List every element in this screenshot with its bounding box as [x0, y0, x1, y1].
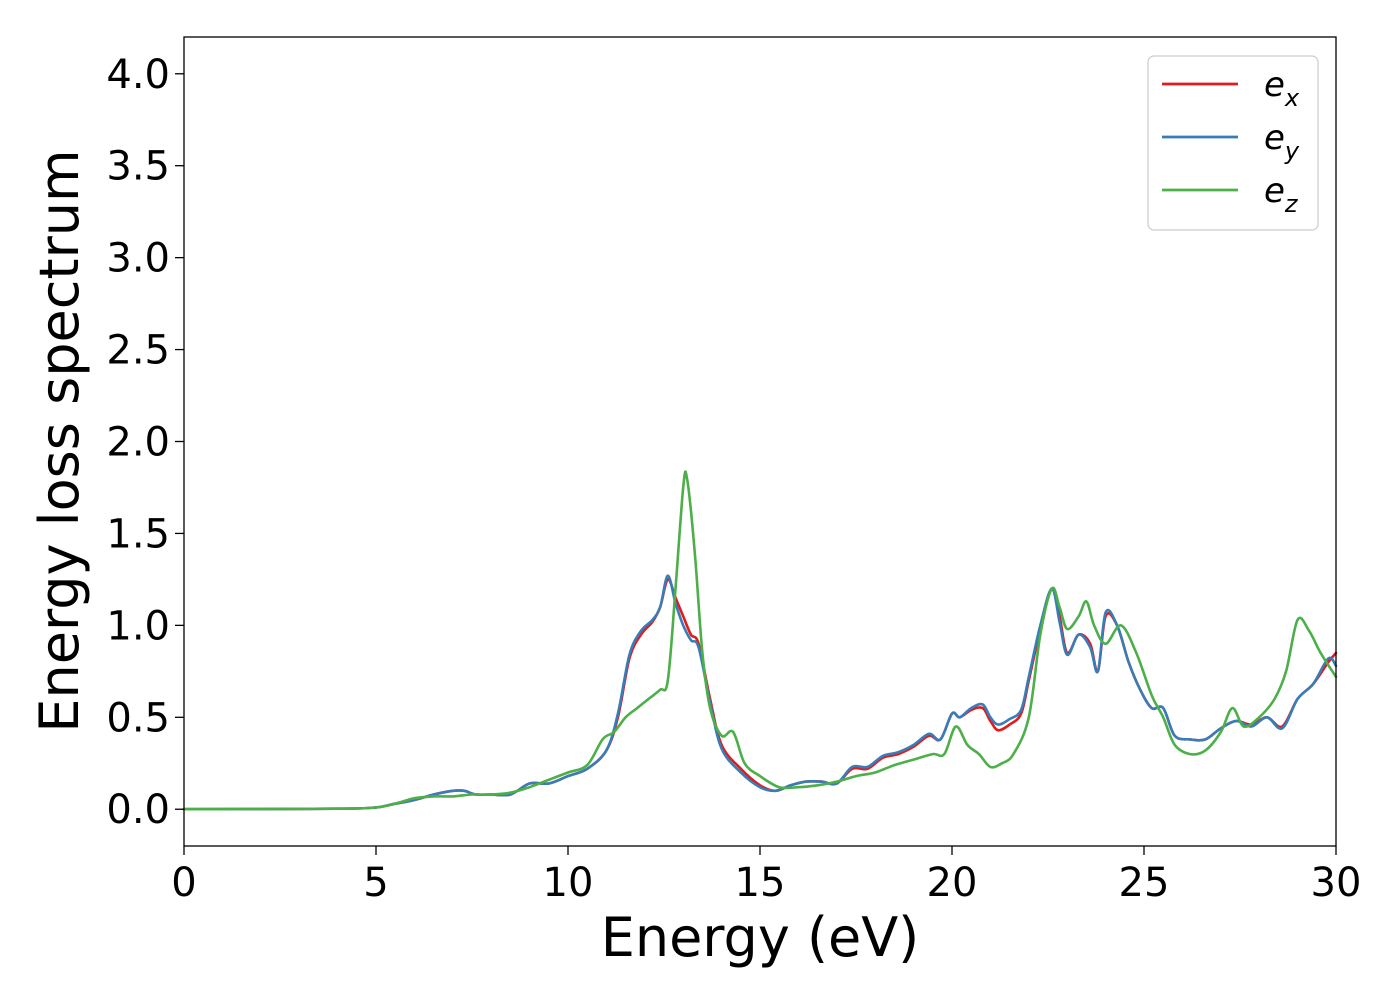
x-tick-label: 10: [543, 860, 594, 906]
x-axis-label: Energy (eV): [601, 906, 920, 969]
y-tick-label: 2.5: [106, 328, 170, 374]
series-line-z: [182, 470, 1338, 811]
y-axis-label: Energy loss spectrum: [28, 149, 91, 732]
y-tick-label: 3.0: [106, 236, 170, 282]
series-line-y: [182, 574, 1338, 811]
y-tick-label: 0.5: [106, 695, 170, 741]
series-layer: [182, 470, 1338, 811]
y-tick-label: 1.5: [106, 511, 170, 557]
x-tick-label: 0: [171, 860, 196, 906]
x-tick-label: 25: [1119, 860, 1170, 906]
x-tick-label: 5: [363, 860, 388, 906]
x-tick-label: 20: [927, 860, 978, 906]
y-tick-label: 2.0: [106, 420, 170, 466]
x-axis: 0 5 10 15 20 25 30: [171, 846, 1361, 906]
y-tick-label: 1.0: [106, 603, 170, 649]
x-tick-label: 15: [735, 860, 786, 906]
legend-label-x: ex: [1264, 65, 1300, 112]
legend-box: [1147, 55, 1319, 231]
y-tick-label: 0.0: [106, 787, 170, 833]
x-tick-label: 30: [1311, 860, 1362, 906]
y-axis: 0.0 0.5 1.0 1.5 2.0 2.5 3.0 3.5 4.0: [106, 52, 184, 833]
y-tick-label: 3.5: [106, 144, 170, 190]
y-tick-label: 4.0: [106, 52, 170, 98]
